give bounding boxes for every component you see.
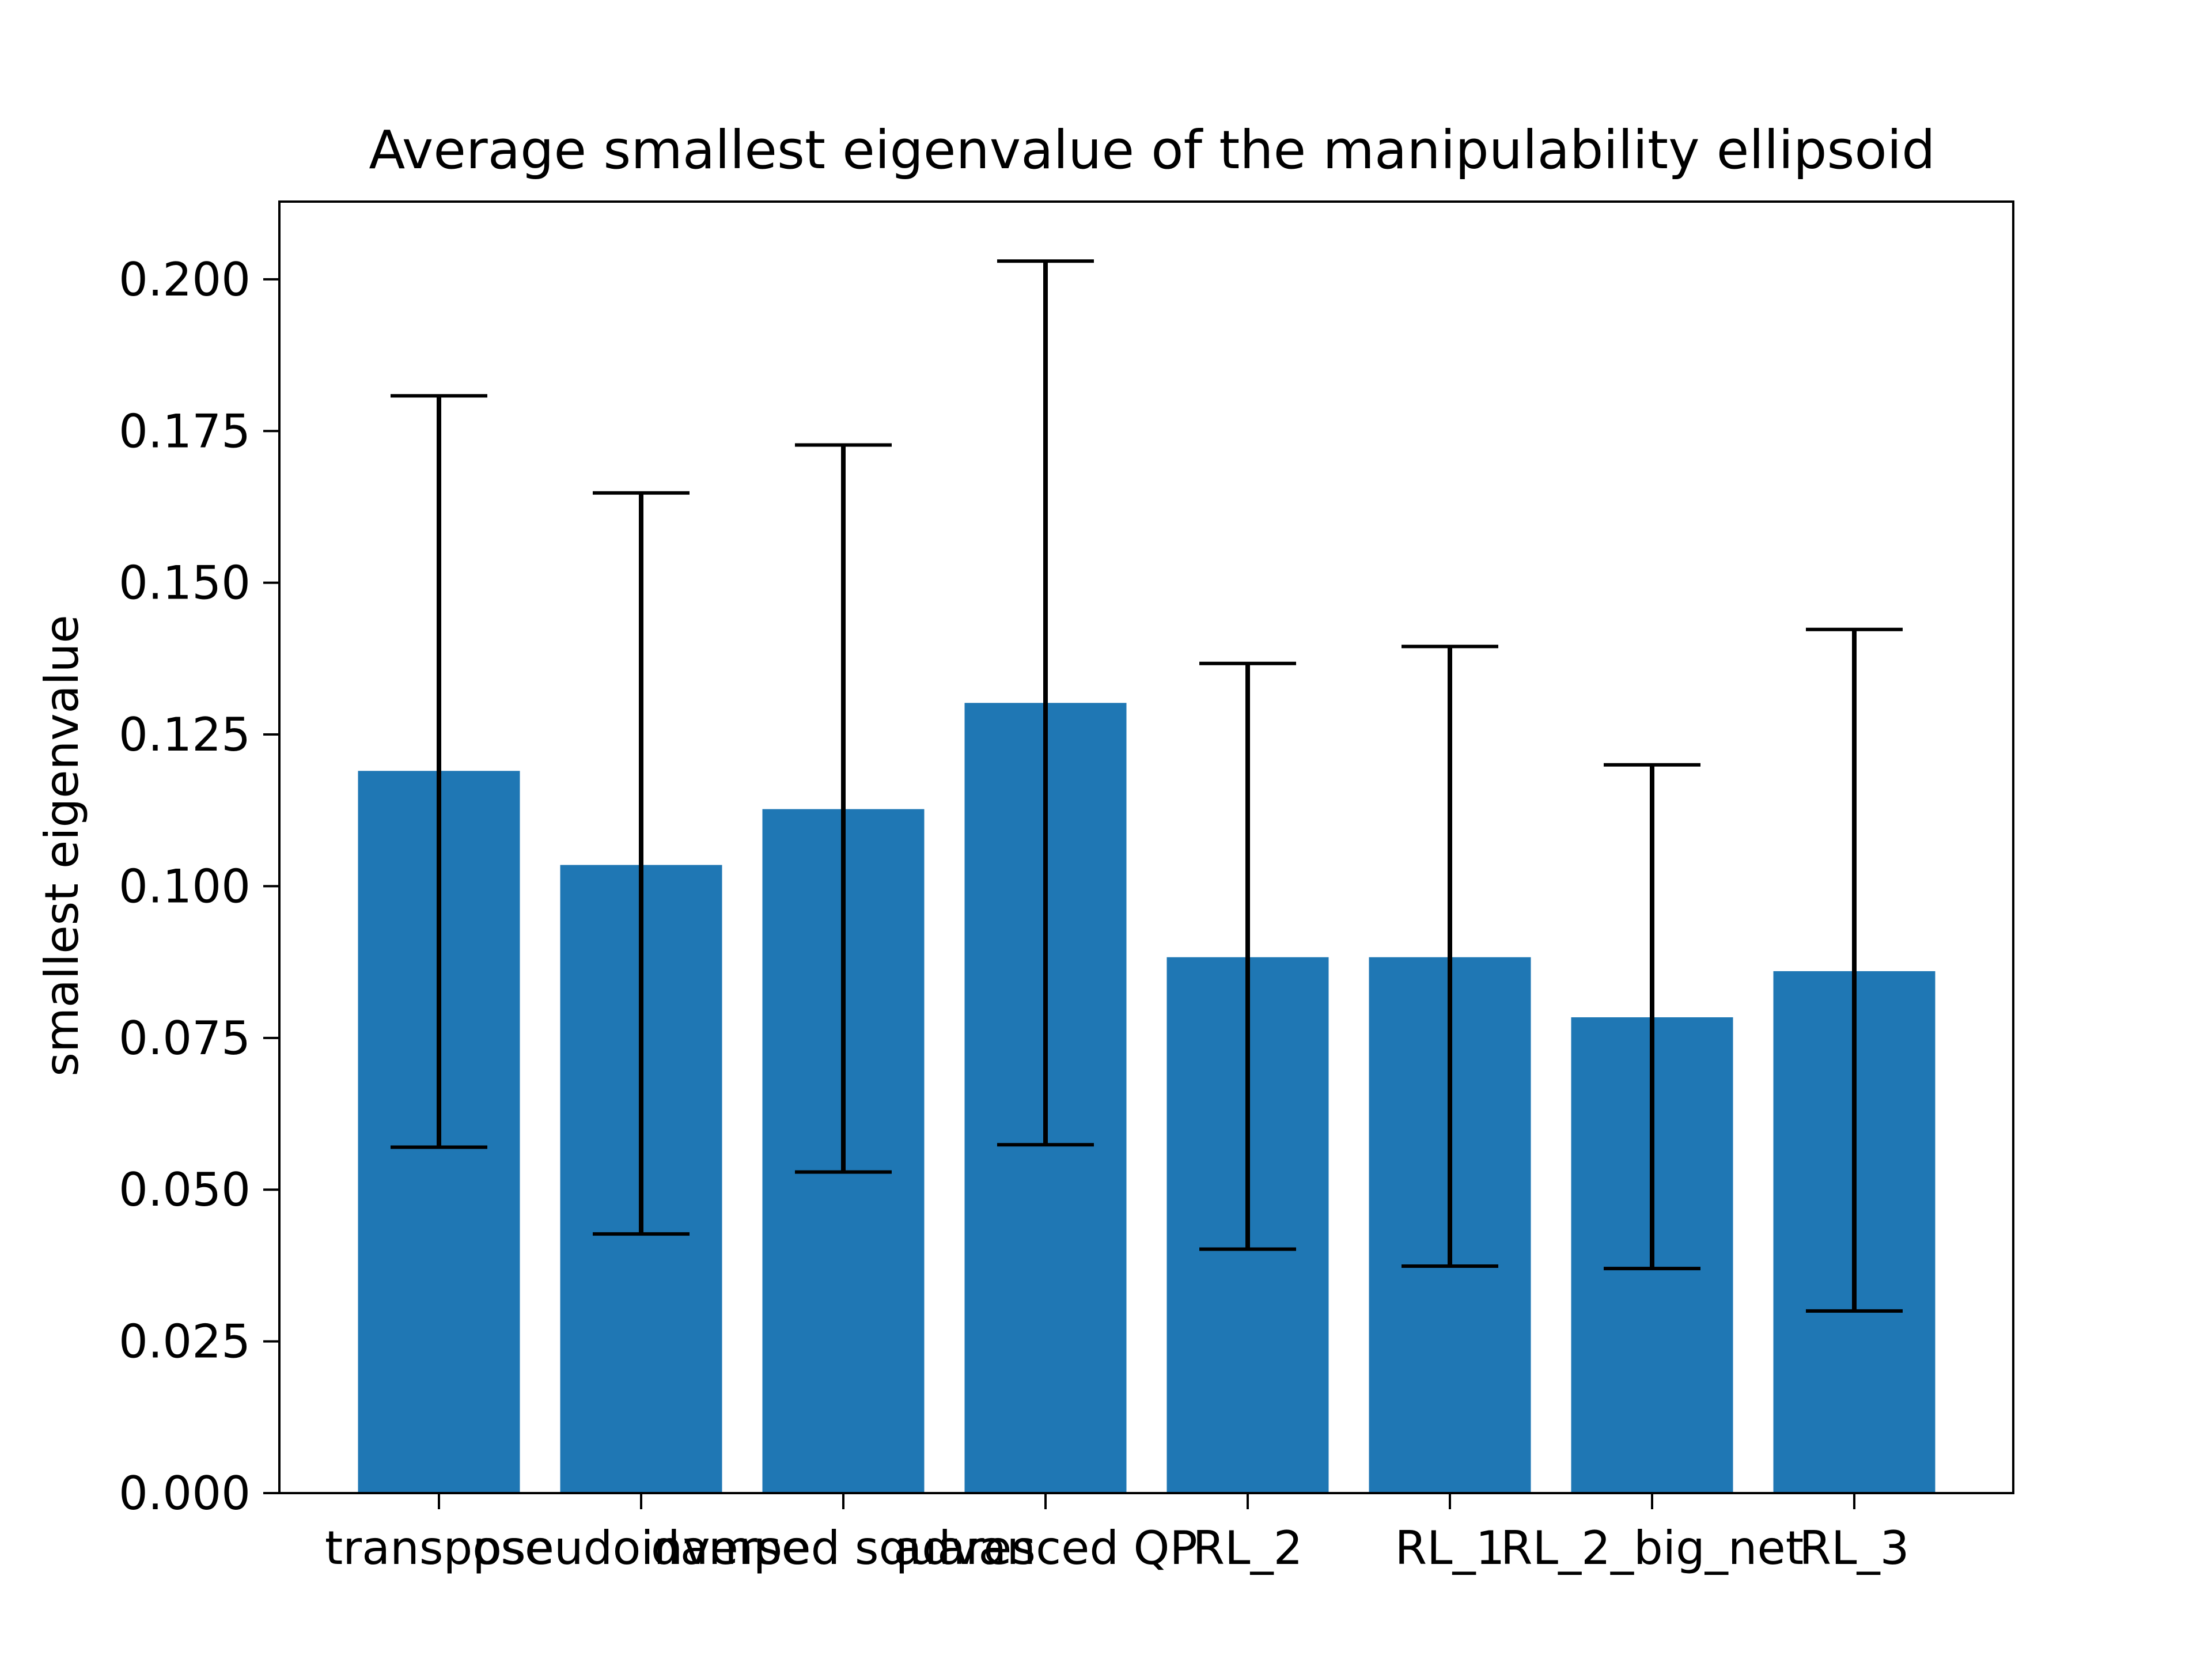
y-axis-label: smallest eigenvalue	[35, 615, 89, 1076]
y-tick-label-0.200: 0.200	[119, 253, 251, 306]
error-bars-group	[391, 259, 1903, 1313]
y-tick-label-0.075: 0.075	[119, 1012, 251, 1065]
y-tick-label-0.125: 0.125	[119, 708, 251, 762]
x-tick-label-damped squares: damped squares	[651, 1521, 1036, 1575]
y-tick-label-0.100: 0.100	[119, 859, 251, 913]
bars-group	[358, 703, 1936, 1493]
x-tick-label-advanced QP: advanced QP	[893, 1521, 1198, 1575]
x-tick-label-RL_2_big_net: RL_2_big_net	[1501, 1521, 1804, 1575]
y-tick-label-0.000: 0.000	[119, 1467, 251, 1520]
y-tick-label-0.175: 0.175	[119, 404, 251, 458]
y-tick-label-0.025: 0.025	[119, 1315, 251, 1369]
y-axis: 0.000 0.025 0.050 0.075 0.100 0.125 0.150 0.175…	[119, 253, 279, 1520]
x-tick-label-transpose: transpose	[325, 1521, 553, 1575]
x-tick-label-RL_3: RL_3	[1799, 1521, 1909, 1575]
plot-frame	[278, 200, 2014, 1494]
chart-title: Average smallest eigenvalue of the manip…	[369, 119, 1935, 181]
x-tick-label-RL_1: RL_1	[1395, 1521, 1505, 1575]
y-tick-label-0.150: 0.150	[119, 556, 251, 610]
x-tick-label-RL_2: RL_2	[1192, 1521, 1302, 1575]
y-tick-label-0.050: 0.050	[119, 1163, 251, 1217]
x-tick-label-pseudoinverse: pseudoinverse	[472, 1521, 809, 1575]
